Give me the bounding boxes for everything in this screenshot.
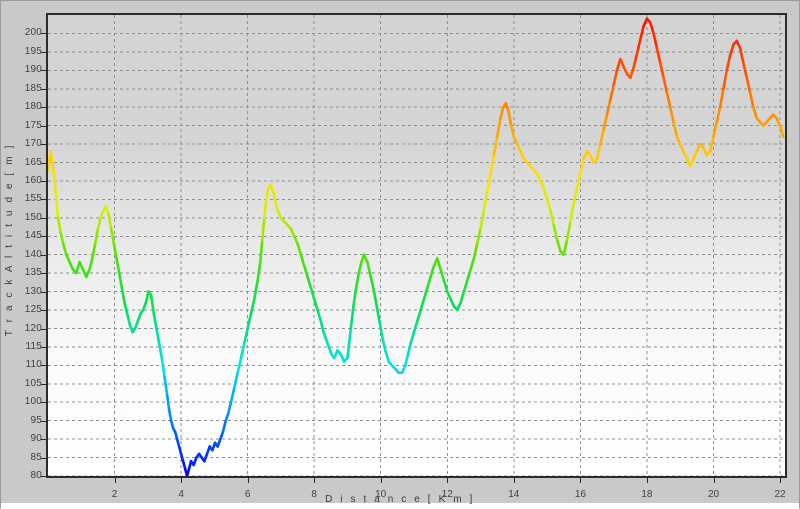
y-tick-mark xyxy=(41,328,46,330)
x-tick-label: 14 xyxy=(508,489,520,500)
y-tick-mark xyxy=(41,254,46,256)
x-tick-mark xyxy=(380,478,382,483)
y-tick-label: 160 xyxy=(24,175,42,186)
y-tick-label: 190 xyxy=(24,64,42,76)
y-tick-mark xyxy=(41,33,46,35)
y-tick-label: 140 xyxy=(24,248,42,260)
x-tick-label: 22 xyxy=(774,489,786,500)
y-tick-mark xyxy=(41,439,46,441)
x-tick-mark xyxy=(314,478,316,483)
y-tick-label: 80 xyxy=(30,470,42,481)
y-tick-mark xyxy=(41,51,46,53)
x-tick-mark xyxy=(513,478,515,483)
x-tick-mark xyxy=(114,478,116,483)
plot-area xyxy=(46,13,787,478)
y-tick-label: 125 xyxy=(24,304,42,315)
y-tick-mark xyxy=(41,236,46,238)
y-tick-mark xyxy=(41,181,46,182)
y-tick-mark xyxy=(41,310,46,311)
y-tick-label: 185 xyxy=(24,82,42,94)
x-tick-mark xyxy=(646,478,648,483)
x-tick-label: 8 xyxy=(311,489,317,500)
y-tick-label: 195 xyxy=(24,45,42,57)
y-tick-mark xyxy=(41,199,46,201)
x-axis-title: D i s t a n c e [ K m ] xyxy=(325,494,475,505)
y-tick-mark xyxy=(41,144,46,146)
x-tick-label: 6 xyxy=(244,489,251,500)
y-tick-label: 155 xyxy=(24,193,42,205)
y-axis-ticks: 80 85 90 95 100 105 110 115 120 125 130 135 140 145 15… xyxy=(0,0,46,509)
x-tick-mark xyxy=(447,478,449,483)
y-tick-mark xyxy=(41,70,46,72)
x-axis-ticks: 2 4 6 8 10 12 14 16 18 20 22 xyxy=(0,478,800,500)
y-tick-label: 95 xyxy=(30,414,42,426)
x-tick-label: 2 xyxy=(111,489,118,500)
x-tick-label: 10 xyxy=(375,489,387,500)
x-tick-mark xyxy=(780,478,781,483)
y-tick-mark xyxy=(41,402,46,404)
window-bottom-strip xyxy=(0,503,800,509)
x-tick-mark xyxy=(580,478,582,483)
y-tick-mark xyxy=(41,217,46,219)
y-tick-mark xyxy=(41,383,46,385)
y-tick-label: 165 xyxy=(24,156,42,168)
y-tick-mark xyxy=(41,457,46,459)
x-tick-label: 20 xyxy=(707,489,720,500)
y-tick-label: 135 xyxy=(24,267,42,279)
x-tick-mark xyxy=(247,478,249,483)
x-tick-label: 4 xyxy=(178,489,184,500)
y-tick-mark xyxy=(41,125,46,127)
y-tick-label: 145 xyxy=(24,230,42,242)
plot-inner xyxy=(48,15,785,476)
altitude-profile-line xyxy=(48,17,785,476)
y-tick-label: 105 xyxy=(24,377,42,389)
y-tick-label: 180 xyxy=(24,101,42,113)
y-tick-mark xyxy=(41,365,46,367)
y-tick-mark xyxy=(41,88,46,90)
x-tick-mark xyxy=(181,478,183,483)
x-tick-mark xyxy=(713,478,715,483)
y-tick-mark xyxy=(41,476,46,477)
y-tick-label: 200 xyxy=(24,27,42,39)
y-tick-label: 115 xyxy=(25,340,42,352)
y-tick-label: 120 xyxy=(24,322,42,334)
y-tick-mark xyxy=(41,273,46,275)
y-tick-mark xyxy=(41,162,46,164)
grid-lines xyxy=(48,15,785,476)
y-tick-label: 100 xyxy=(24,396,42,408)
y-tick-label: 85 xyxy=(30,451,42,463)
y-tick-label: 170 xyxy=(24,138,42,150)
y-tick-label: 110 xyxy=(25,359,42,371)
y-tick-mark xyxy=(41,291,46,293)
x-tick-label: 12 xyxy=(441,489,453,500)
y-tick-label: 150 xyxy=(24,211,42,223)
y-tick-mark xyxy=(41,107,46,109)
y-tick-label: 90 xyxy=(30,433,42,445)
x-tick-label: 16 xyxy=(574,489,586,500)
x-tick-label: 18 xyxy=(641,489,653,500)
y-tick-mark xyxy=(41,346,46,348)
y-tick-mark xyxy=(41,420,46,422)
y-tick-label: 175 xyxy=(24,119,42,131)
y-tick-label: 130 xyxy=(24,285,42,297)
